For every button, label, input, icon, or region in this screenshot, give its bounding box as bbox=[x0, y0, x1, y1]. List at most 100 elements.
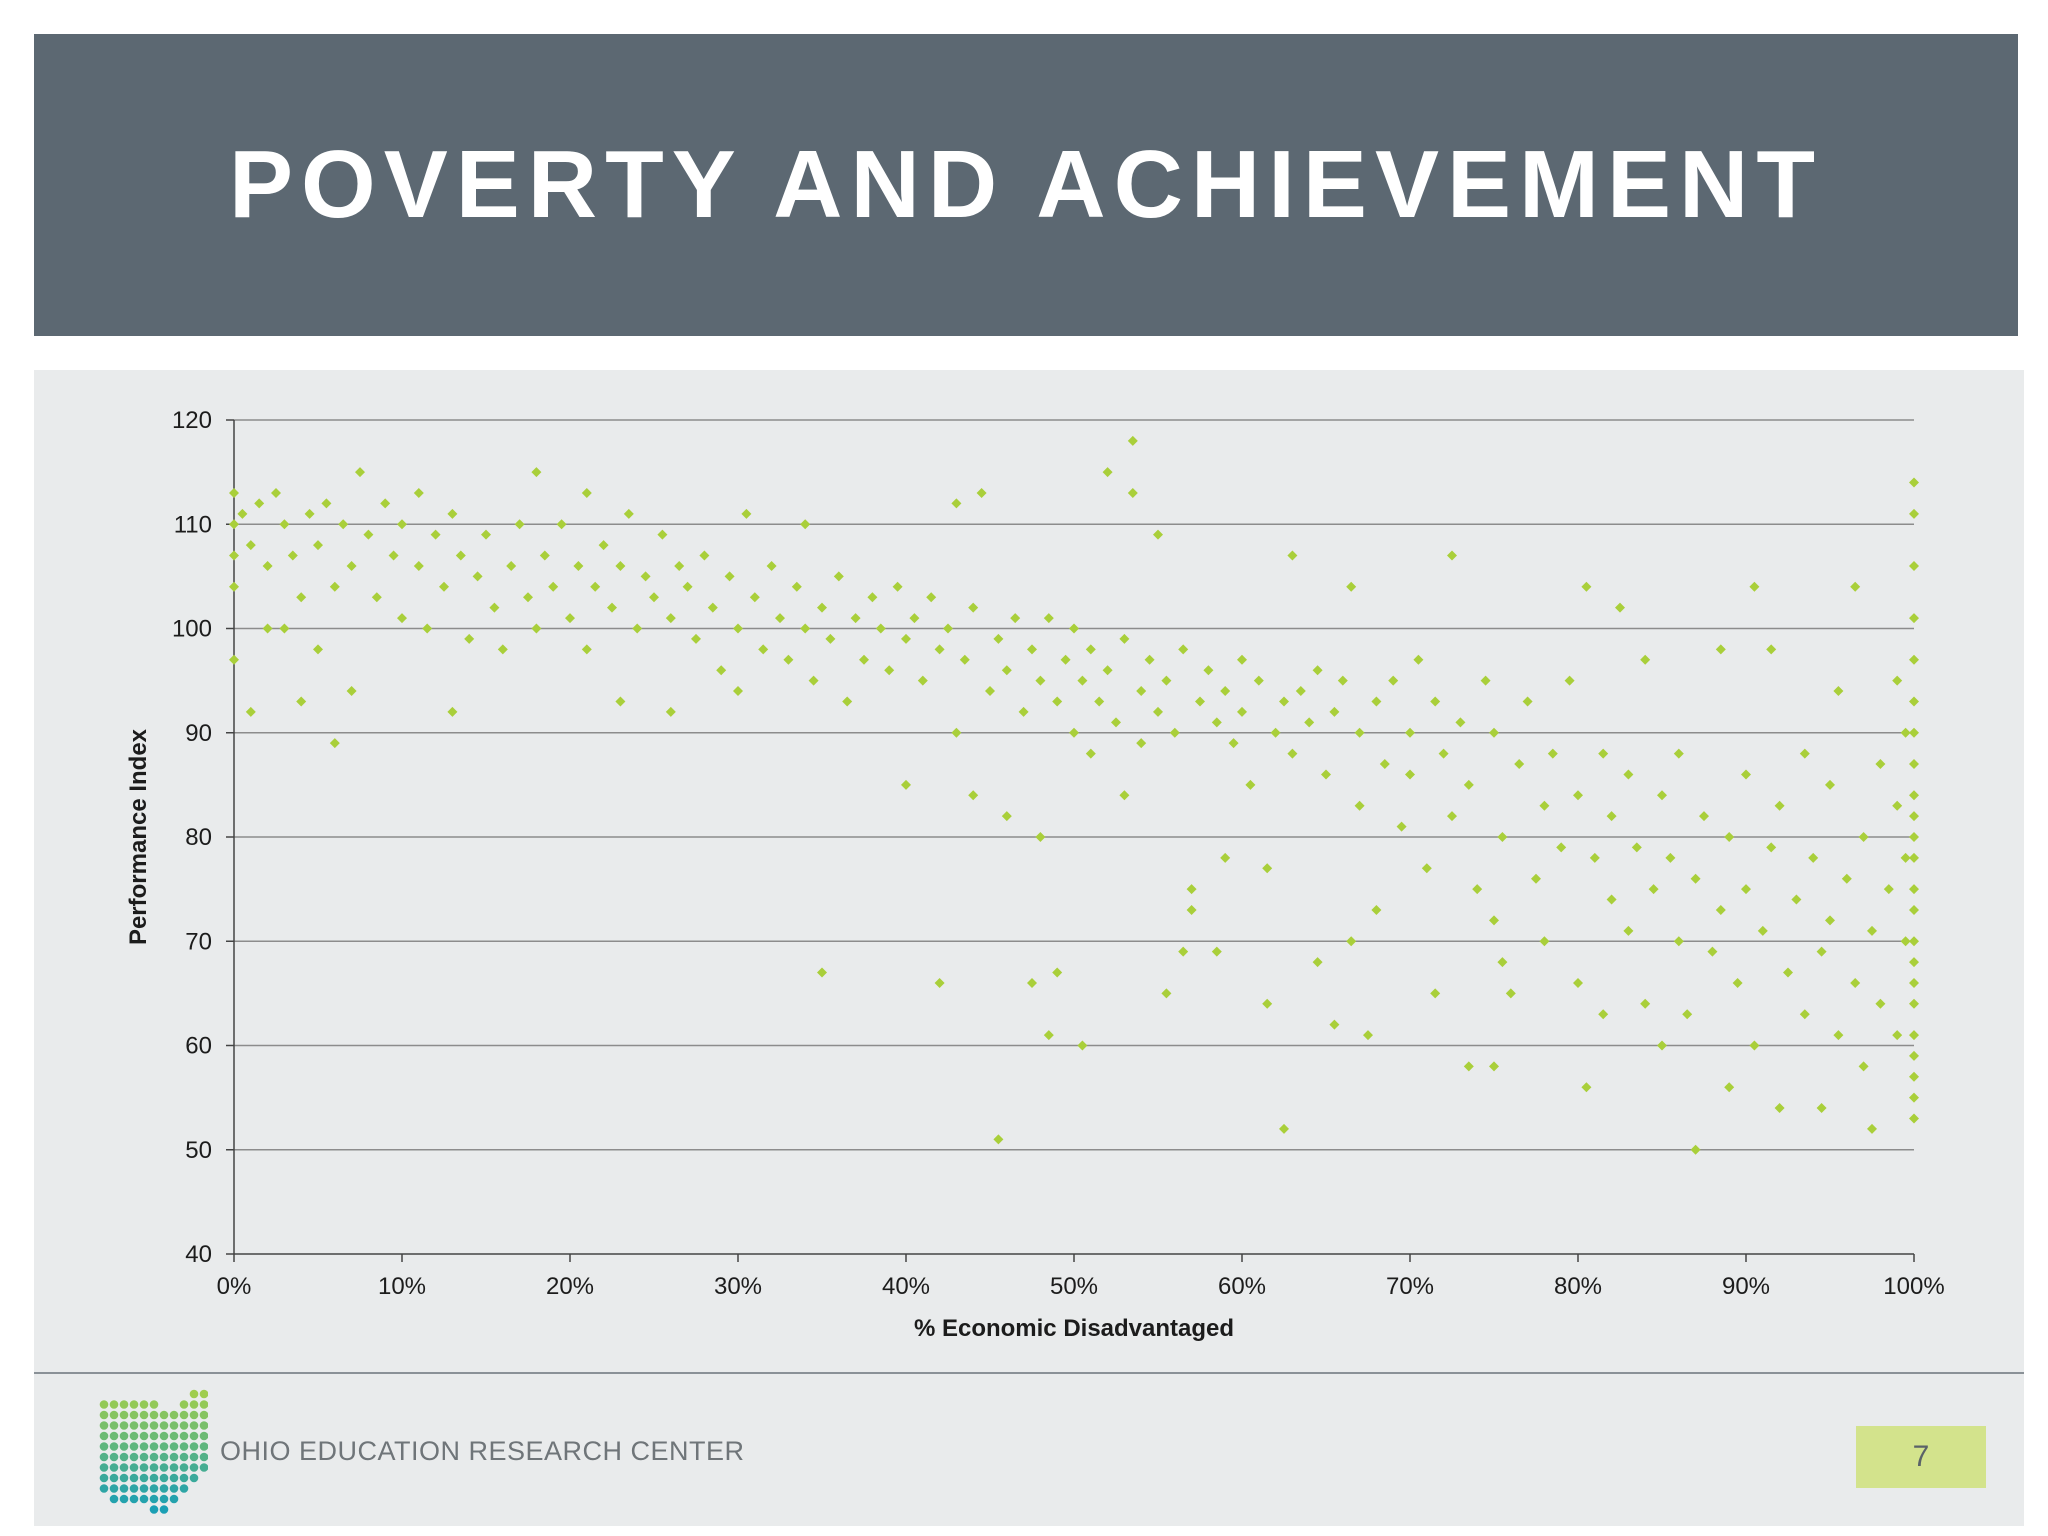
x-axis-label: % Economic Disadvantaged bbox=[914, 1315, 1234, 1342]
data-point bbox=[859, 654, 869, 665]
data-point bbox=[279, 623, 290, 634]
data-point bbox=[1312, 665, 1323, 676]
x-tick-label: 30% bbox=[714, 1273, 762, 1300]
data-point bbox=[968, 602, 979, 613]
data-point bbox=[1791, 894, 1802, 905]
data-point bbox=[917, 675, 928, 686]
data-point bbox=[1321, 769, 1331, 780]
data-point bbox=[1262, 998, 1273, 1009]
data-point bbox=[1480, 675, 1491, 686]
data-point bbox=[665, 706, 676, 717]
data-point bbox=[1211, 946, 1222, 957]
data-point bbox=[489, 602, 500, 613]
data-point bbox=[1564, 675, 1575, 686]
data-point bbox=[800, 623, 811, 634]
y-tick-label: 100 bbox=[172, 616, 212, 643]
data-point bbox=[1724, 832, 1735, 842]
data-point bbox=[1909, 477, 1919, 488]
data-point bbox=[1909, 1092, 1919, 1103]
data-point bbox=[1640, 998, 1651, 1009]
data-point bbox=[1909, 852, 1919, 863]
data-point bbox=[1598, 748, 1609, 759]
x-tick-label: 70% bbox=[1386, 1273, 1434, 1300]
data-point bbox=[875, 623, 886, 634]
data-point bbox=[1127, 487, 1138, 498]
data-points bbox=[229, 435, 1919, 1155]
data-point bbox=[1673, 748, 1684, 759]
data-point bbox=[1757, 925, 1768, 936]
data-point bbox=[1329, 706, 1340, 717]
data-point bbox=[1430, 988, 1441, 999]
data-point bbox=[766, 560, 777, 571]
data-point bbox=[287, 550, 298, 561]
data-point bbox=[1825, 915, 1835, 926]
data-point bbox=[413, 487, 424, 498]
data-point bbox=[1287, 748, 1298, 759]
data-point bbox=[1833, 686, 1844, 697]
y-tick-label: 110 bbox=[174, 511, 212, 538]
data-point bbox=[1043, 1030, 1054, 1041]
data-point bbox=[1413, 654, 1424, 665]
x-tick-label: 40% bbox=[882, 1273, 930, 1300]
data-point bbox=[1909, 1030, 1919, 1041]
data-point bbox=[397, 519, 407, 530]
data-point bbox=[733, 623, 743, 634]
data-point bbox=[1900, 936, 1911, 947]
data-point bbox=[1447, 811, 1457, 822]
data-point bbox=[1438, 748, 1449, 759]
data-point bbox=[1102, 665, 1113, 676]
data-point bbox=[833, 571, 844, 582]
data-point bbox=[1909, 977, 1919, 988]
data-point bbox=[1497, 957, 1508, 968]
data-point bbox=[1472, 884, 1483, 895]
data-point bbox=[934, 644, 945, 655]
data-point bbox=[237, 508, 248, 519]
data-point bbox=[464, 633, 475, 644]
data-point bbox=[1237, 706, 1247, 717]
data-point bbox=[262, 623, 273, 634]
data-point bbox=[296, 696, 307, 707]
data-point bbox=[245, 706, 256, 717]
y-tick-label: 80 bbox=[185, 824, 212, 851]
data-point bbox=[329, 581, 340, 592]
data-point bbox=[1799, 1009, 1810, 1020]
data-point bbox=[1539, 936, 1550, 947]
data-point bbox=[556, 519, 567, 530]
data-point bbox=[573, 560, 584, 571]
data-point bbox=[1052, 696, 1063, 707]
data-point bbox=[1749, 581, 1760, 592]
data-point bbox=[1909, 832, 1919, 842]
data-point bbox=[1052, 967, 1063, 978]
data-point bbox=[623, 508, 634, 519]
data-point bbox=[1186, 904, 1197, 915]
y-tick-label: 50 bbox=[185, 1137, 212, 1164]
x-tick-label: 60% bbox=[1218, 1273, 1266, 1300]
data-point bbox=[1514, 759, 1525, 770]
data-point bbox=[699, 550, 710, 561]
data-point bbox=[447, 706, 458, 717]
data-point bbox=[1346, 581, 1357, 592]
tick-labels: 40 50 60 70 80 90 100 110 120 0% 10% 20% 30% 40% 50% 60… bbox=[172, 407, 1945, 1300]
data-point bbox=[682, 581, 693, 592]
data-point bbox=[1077, 1040, 1088, 1051]
data-point bbox=[388, 550, 399, 561]
data-point bbox=[229, 519, 239, 530]
data-point bbox=[1783, 967, 1793, 978]
data-point bbox=[271, 487, 281, 498]
data-point bbox=[1589, 852, 1600, 863]
data-point bbox=[1909, 811, 1919, 822]
data-point bbox=[346, 686, 357, 697]
data-point bbox=[481, 529, 491, 540]
data-point bbox=[1354, 727, 1365, 738]
data-point bbox=[1581, 581, 1592, 592]
data-point bbox=[1228, 738, 1239, 749]
data-point bbox=[1858, 1061, 1869, 1072]
data-point bbox=[1909, 508, 1919, 519]
data-point bbox=[1657, 1040, 1667, 1051]
data-point bbox=[1892, 1030, 1903, 1041]
data-point bbox=[1136, 686, 1147, 697]
data-point bbox=[279, 519, 290, 530]
data-point bbox=[825, 633, 836, 644]
footer-divider bbox=[34, 1372, 2024, 1374]
data-point bbox=[985, 686, 995, 697]
